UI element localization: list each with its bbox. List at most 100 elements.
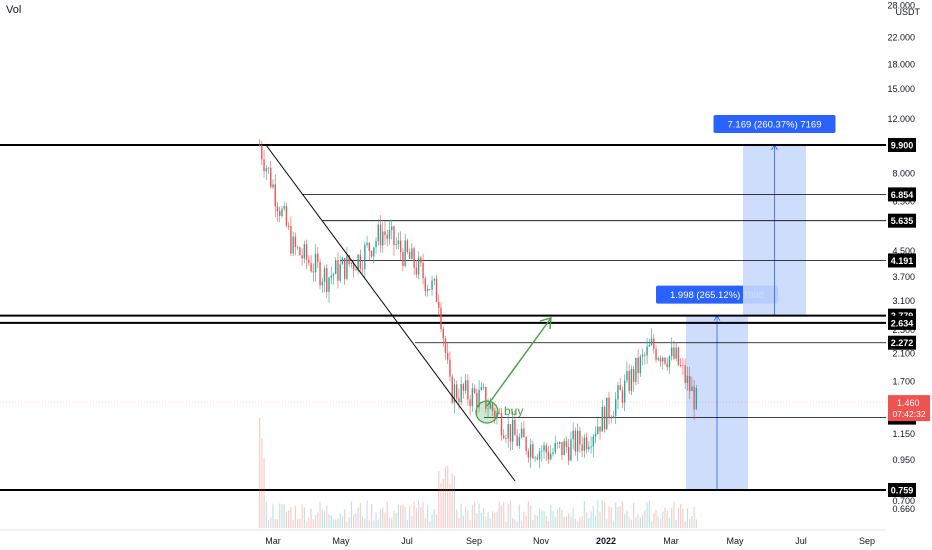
volume-bar xyxy=(606,519,608,528)
candle-body xyxy=(438,301,440,308)
time-axis[interactable]: Mar May Jul Sep Nov 2022 Mar May Jul Sep xyxy=(0,529,886,546)
candle-body xyxy=(397,240,400,244)
candle-body xyxy=(612,416,615,419)
time-tick-label: May xyxy=(332,536,350,546)
candle-body xyxy=(628,370,630,391)
price-level-tag-label: 0.759 xyxy=(891,486,914,496)
candle-body xyxy=(326,268,328,292)
volume-bar xyxy=(556,510,559,528)
price-level-tag[interactable] xyxy=(888,187,916,202)
candle-body xyxy=(511,419,514,442)
candle-body xyxy=(516,435,518,446)
candle-body xyxy=(590,446,592,448)
candle-body xyxy=(442,329,444,339)
descending-trendline[interactable] xyxy=(265,144,516,482)
time-tick-label: Mar xyxy=(663,536,679,546)
volume-bar xyxy=(673,501,675,528)
candle-body xyxy=(559,441,561,444)
volume-bar xyxy=(666,510,668,528)
volume-bar xyxy=(597,500,599,528)
candles xyxy=(258,139,698,469)
candle-body xyxy=(556,442,559,444)
volume-bar xyxy=(400,505,402,528)
volume-bar xyxy=(525,515,527,528)
projection-arrow[interactable] xyxy=(486,317,552,407)
candle-body xyxy=(263,159,265,172)
current-price-tag[interactable] xyxy=(888,395,930,422)
volume-bar xyxy=(579,517,581,528)
volume-bar xyxy=(297,518,299,528)
volume-indicator-label[interactable]: Vol xyxy=(6,4,22,16)
candle-body xyxy=(615,399,617,417)
candle-body xyxy=(532,444,534,459)
candle-body xyxy=(308,259,310,264)
volume-bar xyxy=(467,510,469,528)
volume-bar xyxy=(491,511,494,528)
volume-bar xyxy=(693,506,695,528)
volume-bar xyxy=(294,505,296,528)
volume-bar xyxy=(480,512,482,528)
price-axis[interactable]: 28.000 22.000 18.000 15.000 12.000 8.000 6.500… xyxy=(886,0,932,550)
candle-body xyxy=(480,387,483,390)
volume-bar xyxy=(346,521,348,528)
candle-body xyxy=(489,403,491,409)
volume-bar xyxy=(433,509,435,528)
volume-bar xyxy=(570,516,572,528)
projection-label: 7.169 (260.37%) 7169 xyxy=(727,120,821,131)
candle-body xyxy=(601,407,603,432)
volume-bar xyxy=(281,504,283,528)
buy-zone-circle[interactable] xyxy=(475,400,499,424)
candle-body xyxy=(402,251,404,266)
time-tick-label: Mar xyxy=(265,536,281,546)
candle-body xyxy=(572,430,574,440)
candle-body xyxy=(657,358,659,360)
volume-bar xyxy=(518,504,520,528)
candle-body xyxy=(552,452,554,455)
volume-bar xyxy=(465,506,467,528)
volume-bar xyxy=(689,518,691,528)
volume-bar xyxy=(581,516,583,528)
volume-bar xyxy=(449,483,451,528)
volume-bar xyxy=(577,521,579,528)
volume-bar xyxy=(677,508,680,528)
volume-bar xyxy=(565,516,568,528)
volume-bar xyxy=(630,519,632,528)
price-level-tag[interactable] xyxy=(888,213,916,228)
volume-bar xyxy=(619,506,621,528)
volume-bar xyxy=(534,515,536,528)
buy-label: buy xyxy=(504,404,523,418)
candle-body xyxy=(408,252,411,259)
candle-body xyxy=(617,385,619,400)
candle-body xyxy=(478,389,480,408)
volume-bar xyxy=(550,505,552,528)
volume-bar xyxy=(312,519,314,528)
candle-body xyxy=(527,451,530,458)
volume-bar xyxy=(612,520,615,528)
volume-bar xyxy=(521,521,523,528)
price-tick-label: 4.500 xyxy=(892,246,915,256)
volume-bar xyxy=(402,504,404,528)
candle-body xyxy=(343,258,346,279)
candle-body xyxy=(364,244,366,269)
candle-body xyxy=(648,344,651,347)
price-level-tag[interactable] xyxy=(888,253,916,268)
candle-body xyxy=(384,231,386,236)
price-level-tag[interactable] xyxy=(888,138,916,152)
volume-bar xyxy=(617,507,619,528)
volume-bar xyxy=(543,511,545,528)
price-level-tag[interactable] xyxy=(888,335,916,350)
candle-body xyxy=(619,385,621,391)
candle-body xyxy=(623,380,626,403)
price-level-tag[interactable] xyxy=(888,315,916,330)
volume-bar xyxy=(395,512,397,528)
volume-bar xyxy=(364,518,366,528)
candle-body xyxy=(379,224,382,246)
volume-bar xyxy=(317,512,319,528)
volume-bar xyxy=(292,519,294,528)
price-level-tag[interactable] xyxy=(888,483,916,497)
candle-body xyxy=(386,235,388,239)
candle-body xyxy=(357,254,359,271)
candle-body xyxy=(695,387,698,410)
volume-bar xyxy=(650,521,653,528)
